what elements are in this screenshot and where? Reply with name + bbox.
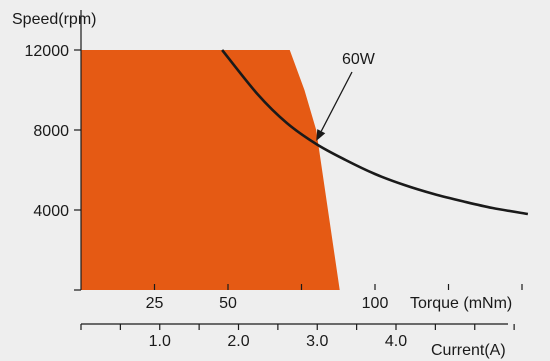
torque-ticks: 25 50 100 (146, 284, 523, 312)
current-tick-label: 1.0 (149, 333, 171, 350)
power-annotation-label: 60W (342, 51, 376, 68)
annotation-arrow-head (316, 129, 326, 141)
y-ticks: 4000 8000 12000 (25, 43, 81, 291)
current-tick-label: 4.0 (385, 333, 407, 350)
y-tick-label: 12000 (25, 43, 70, 60)
current-tick-label: 2.0 (227, 333, 249, 350)
x-tick-label: 100 (362, 295, 389, 312)
power-curve-line (221, 49, 529, 216)
current-tick-label: 3.0 (306, 333, 328, 350)
y-tick-label: 4000 (33, 203, 69, 220)
operating-region (81, 50, 340, 290)
annotation-layer: 60W (316, 51, 376, 141)
current-ticks: 1.0 2.0 3.0 4.0 (80, 324, 515, 350)
x-axis-label: Torque (mNm) (410, 295, 512, 312)
power-curve-layer (221, 49, 529, 216)
y-axis-label: Speed(rpm) (12, 11, 96, 28)
current-axis-label: Current(A) (431, 342, 506, 359)
y-tick-label: 8000 (33, 123, 69, 140)
axes-layer (80, 10, 508, 325)
x-tick-label: 50 (219, 295, 237, 312)
operating-region-layer (81, 50, 340, 290)
x-tick-label: 25 (146, 295, 164, 312)
annotation-arrow-line (320, 71, 353, 132)
